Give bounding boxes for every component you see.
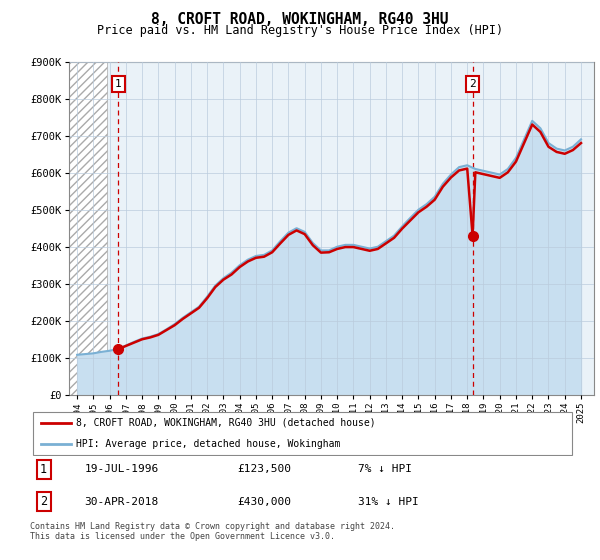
Text: 1: 1 (115, 79, 122, 89)
Text: 19-JUL-1996: 19-JUL-1996 (85, 464, 159, 474)
Text: £123,500: £123,500 (238, 464, 292, 474)
Text: 2: 2 (469, 79, 476, 89)
Text: 30-APR-2018: 30-APR-2018 (85, 497, 159, 507)
Text: HPI: Average price, detached house, Wokingham: HPI: Average price, detached house, Woki… (76, 439, 341, 449)
Text: Price paid vs. HM Land Registry's House Price Index (HPI): Price paid vs. HM Land Registry's House … (97, 24, 503, 37)
Text: 2: 2 (40, 495, 47, 508)
Text: 8, CROFT ROAD, WOKINGHAM, RG40 3HU (detached house): 8, CROFT ROAD, WOKINGHAM, RG40 3HU (deta… (76, 418, 376, 428)
FancyBboxPatch shape (33, 412, 572, 455)
Text: Contains HM Land Registry data © Crown copyright and database right 2024.
This d: Contains HM Land Registry data © Crown c… (30, 522, 395, 542)
Text: £430,000: £430,000 (238, 497, 292, 507)
Text: 8, CROFT ROAD, WOKINGHAM, RG40 3HU: 8, CROFT ROAD, WOKINGHAM, RG40 3HU (151, 12, 449, 27)
Text: 7% ↓ HPI: 7% ↓ HPI (358, 464, 412, 474)
Text: 31% ↓ HPI: 31% ↓ HPI (358, 497, 418, 507)
Text: 1: 1 (40, 463, 47, 476)
